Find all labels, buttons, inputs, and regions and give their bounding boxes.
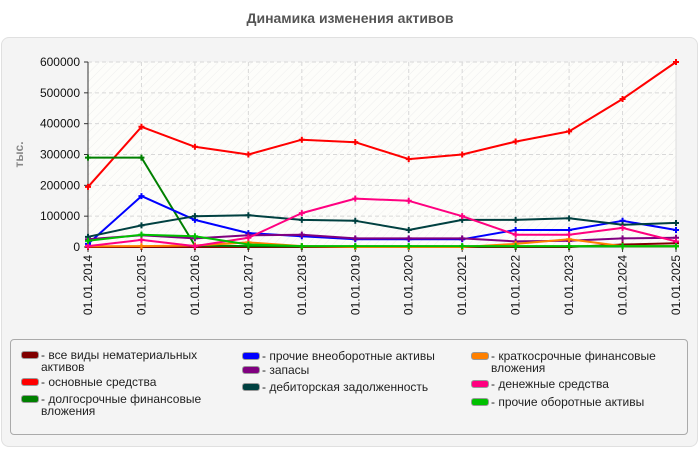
legend-item: - прочие оборотные активы — [471, 396, 681, 408]
svg-text:01.01.2017: 01.01.2017 — [241, 255, 255, 315]
svg-text:01.01.2022: 01.01.2022 — [509, 255, 523, 315]
svg-text:01.01.2025: 01.01.2025 — [669, 255, 683, 315]
svg-text:400000: 400000 — [40, 117, 80, 131]
legend-item: - краткосрочные финансовые вложения — [471, 350, 681, 374]
svg-text:тыс.: тыс. — [12, 141, 26, 167]
svg-text:0: 0 — [73, 240, 80, 254]
legend-swatch — [21, 351, 39, 359]
legend-swatch — [471, 380, 489, 388]
legend-item: - долгосрочные финансовые вложения — [21, 393, 221, 417]
series-lines — [85, 59, 679, 250]
legend-item: - основные средства — [21, 376, 201, 388]
legend: - все виды нематериальных активов - осно… — [10, 339, 688, 435]
svg-text:01.01.2014: 01.01.2014 — [81, 255, 95, 315]
svg-text:100000: 100000 — [40, 209, 80, 223]
svg-text:01.01.2024: 01.01.2024 — [616, 255, 630, 315]
svg-text:01.01.2015: 01.01.2015 — [134, 255, 148, 315]
svg-text:01.01.2023: 01.01.2023 — [562, 255, 576, 315]
legend-swatch — [471, 352, 489, 360]
legend-swatch — [242, 366, 260, 374]
svg-text:01.01.2020: 01.01.2020 — [402, 255, 416, 315]
legend-item: - прочие внеоборотные активы — [242, 350, 462, 362]
legend-item: - денежные средства — [471, 378, 681, 390]
legend-item: - дебиторская задолженность — [242, 381, 462, 393]
legend-swatch — [242, 383, 260, 391]
svg-text:01.01.2019: 01.01.2019 — [348, 255, 362, 315]
chart-title: Динамика изменения активов — [246, 10, 454, 26]
legend-swatch — [21, 395, 39, 403]
svg-text:200000: 200000 — [40, 178, 80, 192]
svg-text:600000: 600000 — [40, 55, 80, 69]
line-chart: 0 100000 200000 300000 400000 500000 600000 01.… — [12, 55, 683, 315]
svg-text:01.01.2021: 01.01.2021 — [455, 255, 469, 315]
legend-swatch — [242, 352, 260, 360]
legend-item: - все виды нематериальных активов — [21, 349, 201, 373]
legend-swatch — [471, 398, 489, 406]
svg-text:500000: 500000 — [40, 86, 80, 100]
svg-text:01.01.2016: 01.01.2016 — [188, 255, 202, 315]
legend-item: - запасы — [242, 364, 462, 376]
svg-text:01.01.2018: 01.01.2018 — [295, 255, 309, 315]
svg-text:300000: 300000 — [40, 148, 80, 162]
legend-swatch — [21, 378, 39, 386]
